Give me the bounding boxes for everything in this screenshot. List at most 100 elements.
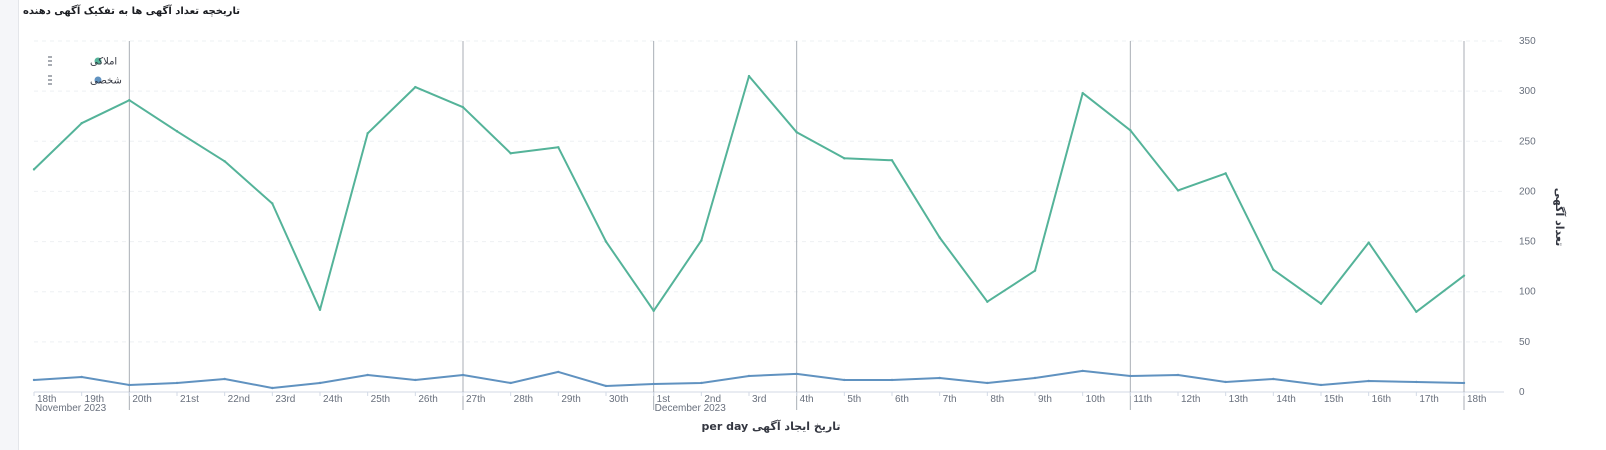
- legend-swatch: [94, 57, 102, 65]
- data-point: [1081, 369, 1084, 373]
- drag-handle-icon[interactable]: [50, 83, 52, 85]
- data-point: [604, 240, 608, 243]
- data-point: [938, 376, 941, 380]
- data-point: [1272, 268, 1275, 271]
- data-point: [557, 146, 560, 149]
- line-chart: 0 50 100 150 200 250 300 350 18th 19th 20th 21st 22…: [32, 36, 1567, 433]
- data-point: [747, 74, 751, 78]
- x-tick-label: 29th: [561, 394, 580, 405]
- drag-handle-icon[interactable]: [50, 56, 52, 58]
- data-point: [318, 308, 322, 311]
- x-tick-label: 21st: [180, 394, 199, 405]
- x-tick-label: 26th: [418, 394, 437, 405]
- data-point: [461, 373, 465, 377]
- legend-item-2[interactable]: شخصی: [48, 75, 122, 87]
- chart-title: تاریخچه تعداد آگهی ها به تفکیک آگهی دهند…: [23, 6, 240, 17]
- x-tick-label: 28th: [514, 394, 533, 405]
- data-point: [1176, 373, 1180, 377]
- x-tick-label: 7th: [943, 394, 957, 405]
- data-point: [747, 374, 751, 378]
- x-tick-label: 23rd: [275, 394, 295, 405]
- data-point: [938, 236, 941, 239]
- data-point: [795, 372, 798, 376]
- data-point: [1367, 241, 1370, 244]
- legend-item-1[interactable]: املاکی: [48, 56, 117, 68]
- x-tick-label: 11th: [1133, 394, 1152, 405]
- drag-handle-icon[interactable]: [50, 75, 52, 77]
- drag-handle-icon[interactable]: [50, 60, 52, 62]
- data-point: [843, 157, 846, 160]
- legend-swatch: [94, 76, 102, 84]
- y-tick-label: 250: [1519, 136, 1536, 147]
- x-tick-label: 25th: [371, 394, 390, 405]
- drag-handle-icon[interactable]: [48, 56, 50, 58]
- data-point: [1415, 310, 1418, 313]
- data-point: [1129, 129, 1132, 132]
- drag-handle-icon[interactable]: [48, 75, 50, 77]
- drag-handle-icon[interactable]: [48, 64, 50, 66]
- data-point: [80, 375, 83, 379]
- data-point: [128, 383, 131, 387]
- data-point: [223, 160, 226, 163]
- data-point: [604, 384, 608, 388]
- x-tick-label: 13th: [1229, 394, 1248, 405]
- legend[interactable]: املاکی شخصی: [48, 56, 122, 87]
- y-tick-label: 0: [1519, 387, 1525, 398]
- y-tick-label: 50: [1519, 337, 1531, 348]
- x-month-label: December 2023: [655, 403, 727, 414]
- data-point: [1272, 377, 1275, 381]
- data-point: [461, 105, 465, 109]
- x-tick-label: 3rd: [752, 394, 766, 405]
- x-tick-label: 22nd: [228, 394, 250, 405]
- data-point: [128, 98, 131, 102]
- y-axis-title: تعداد آگهی: [1553, 188, 1567, 247]
- data-point: [414, 85, 417, 89]
- y-tick-label: 150: [1519, 237, 1536, 248]
- drag-handle-icon[interactable]: [48, 79, 50, 81]
- x-axis-title: تاریخ ایجاد آگهی per day: [701, 419, 840, 433]
- y-axis: 0 50 100 150 200 250 300 350: [1519, 36, 1536, 398]
- week-lines: [128, 41, 1465, 410]
- x-tick-label: 8th: [990, 394, 1004, 405]
- x-tick-label: 14th: [1276, 394, 1295, 405]
- data-point: [1462, 274, 1466, 277]
- data-point: [1319, 383, 1323, 387]
- data-point: [271, 202, 274, 205]
- data-point: [32, 168, 36, 171]
- y-tick-label: 200: [1519, 186, 1536, 197]
- data-point: [414, 378, 417, 382]
- data-point: [318, 381, 322, 385]
- data-point: [795, 131, 798, 134]
- y-tick-label: 100: [1519, 287, 1536, 298]
- x-tick-label: 19th: [85, 394, 104, 405]
- drag-handle-icon[interactable]: [48, 60, 50, 62]
- data-point: [1367, 379, 1370, 383]
- x-axis: 18th 19th 20th 21st 22nd 23rd 24th 25th 26th 27th…: [33, 392, 1486, 414]
- series-line-1: [33, 75, 1465, 313]
- x-tick-label: 5th: [847, 394, 861, 405]
- drag-handle-icon[interactable]: [50, 79, 52, 81]
- data-point: [890, 159, 894, 162]
- series-line-2: [33, 369, 1465, 389]
- data-point: [986, 300, 989, 303]
- data-point: [1033, 269, 1037, 272]
- drag-handle-icon[interactable]: [48, 83, 50, 85]
- data-point: [175, 381, 179, 385]
- data-point: [1033, 376, 1037, 380]
- x-tick-label: 6th: [895, 394, 909, 405]
- data-point: [1224, 172, 1227, 175]
- x-tick-label: 18th: [1467, 394, 1486, 405]
- drag-handle-icon[interactable]: [50, 64, 52, 66]
- x-tick-label: 2nd: [704, 394, 721, 405]
- x-tick-label: 10th: [1086, 394, 1105, 405]
- x-tick-label: 30th: [609, 394, 628, 405]
- data-point: [223, 377, 226, 381]
- y-tick-label: 350: [1519, 36, 1536, 47]
- x-tick-label: 17th: [1419, 394, 1438, 405]
- x-tick-label: 15th: [1324, 394, 1343, 405]
- grid-layer: [34, 40, 1504, 393]
- y-tick-label: 300: [1519, 86, 1536, 97]
- x-month-label: November 2023: [35, 403, 107, 414]
- data-point: [509, 152, 512, 155]
- data-point: [652, 309, 655, 312]
